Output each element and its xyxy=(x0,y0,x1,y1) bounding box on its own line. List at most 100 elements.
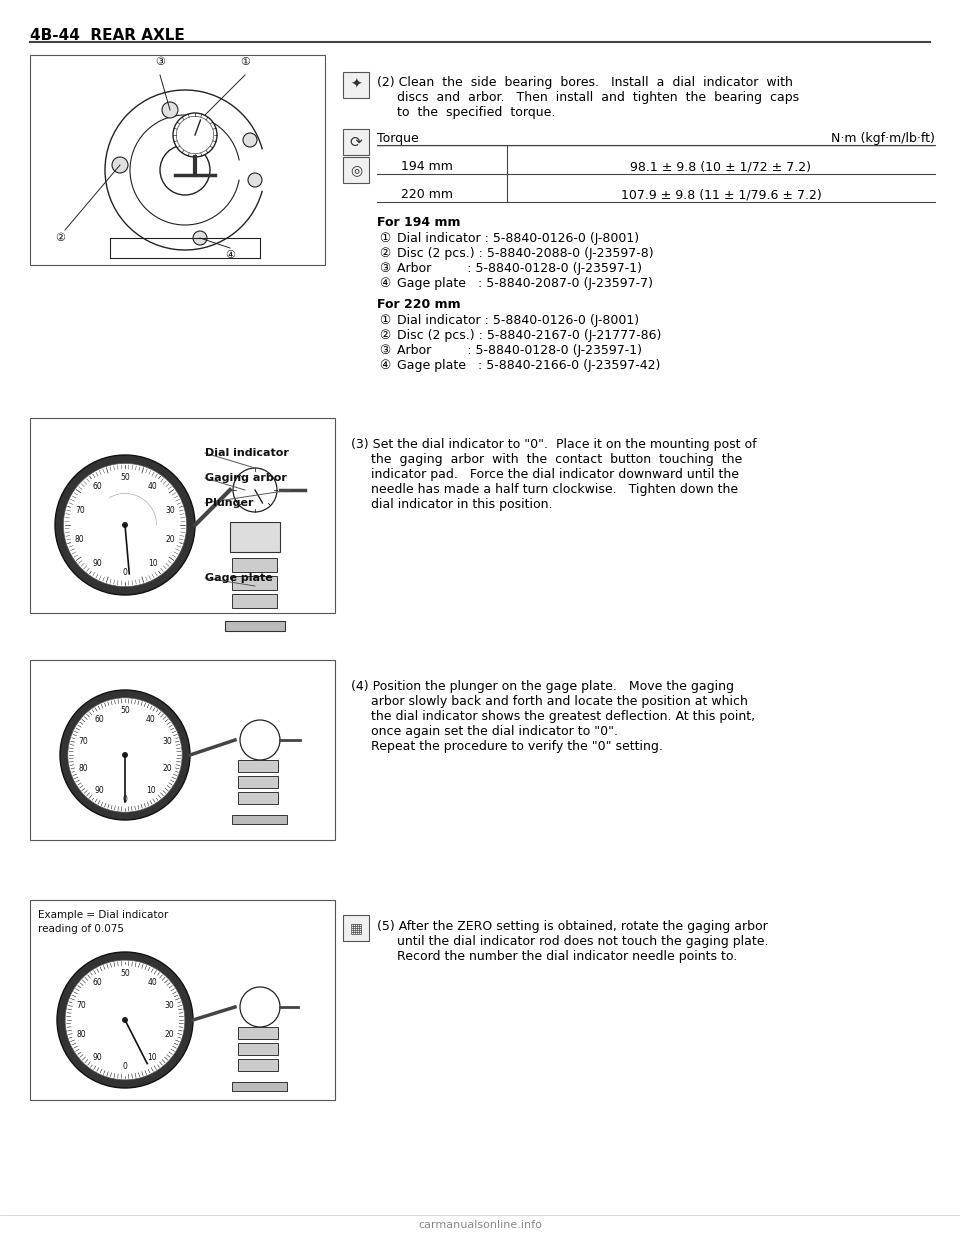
Text: 98.1 ± 9.8 (10 ± 1/72 ± 7.2): 98.1 ± 9.8 (10 ± 1/72 ± 7.2) xyxy=(631,160,811,173)
Circle shape xyxy=(173,113,217,156)
Bar xyxy=(232,594,277,609)
Text: Dial indicator : 5-8840-0126-0 (J-8001): Dial indicator : 5-8840-0126-0 (J-8001) xyxy=(393,232,639,245)
Text: 40: 40 xyxy=(148,482,157,491)
Text: (5) After the ZERO setting is obtained, rotate the gaging arbor: (5) After the ZERO setting is obtained, … xyxy=(377,920,768,933)
Bar xyxy=(238,760,278,773)
Bar xyxy=(238,776,278,787)
Bar xyxy=(230,522,280,551)
Bar xyxy=(343,915,369,941)
Bar xyxy=(232,815,287,823)
Text: Gage plate: Gage plate xyxy=(205,573,273,582)
Text: ④: ④ xyxy=(379,359,391,373)
Text: For 194 mm: For 194 mm xyxy=(377,216,461,229)
Text: 50: 50 xyxy=(120,707,130,715)
Text: Arbor         : 5-8840-0128-0 (J-23597-1): Arbor : 5-8840-0128-0 (J-23597-1) xyxy=(393,344,642,356)
Text: Gage plate   : 5-8840-2087-0 (J-23597-7): Gage plate : 5-8840-2087-0 (J-23597-7) xyxy=(393,277,653,289)
Text: For 220 mm: For 220 mm xyxy=(377,298,461,310)
Circle shape xyxy=(122,522,128,528)
Text: Disc (2 pcs.) : 5-8840-2088-0 (J-23597-8): Disc (2 pcs.) : 5-8840-2088-0 (J-23597-8… xyxy=(393,247,654,260)
Bar xyxy=(30,419,335,614)
Text: 70: 70 xyxy=(75,505,84,514)
Text: ②: ② xyxy=(379,247,391,260)
Text: ②: ② xyxy=(55,233,65,243)
Circle shape xyxy=(57,953,193,1088)
Bar xyxy=(238,1027,278,1040)
Bar xyxy=(238,1043,278,1054)
Text: arbor slowly back and forth and locate the position at which: arbor slowly back and forth and locate t… xyxy=(351,696,748,708)
Text: 0: 0 xyxy=(123,795,128,804)
Text: ②: ② xyxy=(379,329,391,342)
Text: ①: ① xyxy=(240,57,250,67)
Circle shape xyxy=(63,463,186,586)
Text: 90: 90 xyxy=(94,786,104,795)
Text: until the dial indicator rod does not touch the gaging plate.: until the dial indicator rod does not to… xyxy=(377,935,769,948)
Text: 20: 20 xyxy=(165,535,175,544)
Text: 20: 20 xyxy=(162,764,172,774)
Circle shape xyxy=(112,156,128,173)
Text: 70: 70 xyxy=(76,1001,85,1010)
Text: 4B-44  REAR AXLE: 4B-44 REAR AXLE xyxy=(30,29,184,43)
Bar xyxy=(238,1059,278,1071)
Text: reading of 0.075: reading of 0.075 xyxy=(38,924,124,934)
Text: 30: 30 xyxy=(165,505,175,514)
Text: (3) Set the dial indicator to "0".  Place it on the mounting post of: (3) Set the dial indicator to "0". Place… xyxy=(351,438,756,451)
Bar xyxy=(343,72,369,98)
Text: 60: 60 xyxy=(92,482,102,491)
Text: 0: 0 xyxy=(123,1062,128,1071)
Circle shape xyxy=(248,173,262,188)
Text: (2) Clean  the  side  bearing  bores.   Install  a  dial  indicator  with: (2) Clean the side bearing bores. Instal… xyxy=(377,76,793,89)
Text: ③: ③ xyxy=(155,57,165,67)
Text: ①: ① xyxy=(379,232,391,245)
Text: Dial indicator : 5-8840-0126-0 (J-8001): Dial indicator : 5-8840-0126-0 (J-8001) xyxy=(393,314,639,327)
Text: Gage plate   : 5-8840-2166-0 (J-23597-42): Gage plate : 5-8840-2166-0 (J-23597-42) xyxy=(393,359,660,373)
Text: 107.9 ± 9.8 (11 ± 1/79.6 ± 7.2): 107.9 ± 9.8 (11 ± 1/79.6 ± 7.2) xyxy=(620,188,822,201)
Circle shape xyxy=(233,468,277,512)
Text: 40: 40 xyxy=(147,979,157,987)
Text: 50: 50 xyxy=(120,969,130,979)
Circle shape xyxy=(193,231,207,245)
Circle shape xyxy=(60,691,190,820)
Text: Plunger: Plunger xyxy=(205,498,253,508)
Text: 80: 80 xyxy=(78,764,87,774)
Text: ③: ③ xyxy=(379,344,391,356)
Circle shape xyxy=(65,960,185,1079)
Text: Repeat the procedure to verify the "0" setting.: Repeat the procedure to verify the "0" s… xyxy=(351,740,662,753)
Text: 70: 70 xyxy=(78,737,87,746)
Bar xyxy=(232,1082,287,1090)
Text: once again set the dial indicator to "0".: once again set the dial indicator to "0"… xyxy=(351,725,618,738)
Text: 60: 60 xyxy=(94,714,104,724)
Bar xyxy=(232,576,277,590)
Text: indicator pad.   Force the dial indicator downward until the: indicator pad. Force the dial indicator … xyxy=(351,468,739,481)
Bar xyxy=(30,55,325,265)
Text: Gaging arbor: Gaging arbor xyxy=(205,473,287,483)
Text: 10: 10 xyxy=(146,786,156,795)
Text: ⟳: ⟳ xyxy=(349,134,362,149)
Text: 80: 80 xyxy=(76,1030,85,1038)
Text: (4) Position the plunger on the gage plate.   Move the gaging: (4) Position the plunger on the gage pla… xyxy=(351,681,734,693)
Text: ③: ③ xyxy=(379,262,391,274)
Text: 10: 10 xyxy=(148,559,157,568)
Circle shape xyxy=(240,720,280,760)
Bar xyxy=(232,558,277,573)
Text: the dial indicator shows the greatest deflection. At this point,: the dial indicator shows the greatest de… xyxy=(351,710,756,723)
Text: Record the number the dial indicator needle points to.: Record the number the dial indicator nee… xyxy=(377,950,737,963)
Text: ✦: ✦ xyxy=(350,78,362,92)
Circle shape xyxy=(162,102,178,118)
Text: 80: 80 xyxy=(75,535,84,544)
Text: Example = Dial indicator: Example = Dial indicator xyxy=(38,910,168,920)
Text: dial indicator in this position.: dial indicator in this position. xyxy=(351,498,553,510)
Text: 50: 50 xyxy=(120,473,130,482)
Text: Torque: Torque xyxy=(377,132,419,145)
Text: carmanualsonline.info: carmanualsonline.info xyxy=(418,1220,542,1230)
Text: Disc (2 pcs.) : 5-8840-2167-0 (J-21777-86): Disc (2 pcs.) : 5-8840-2167-0 (J-21777-8… xyxy=(393,329,661,342)
Text: 10: 10 xyxy=(148,1053,157,1062)
Text: discs  and  arbor.   Then  install  and  tighten  the  bearing  caps: discs and arbor. Then install and tighte… xyxy=(377,91,799,104)
Text: to  the  specified  torque.: to the specified torque. xyxy=(377,106,556,119)
Bar xyxy=(30,660,335,840)
Bar xyxy=(343,129,369,155)
Text: ◎: ◎ xyxy=(350,163,362,178)
Bar xyxy=(225,621,285,631)
Text: 220 mm: 220 mm xyxy=(401,188,453,201)
Circle shape xyxy=(55,455,195,595)
Text: 90: 90 xyxy=(93,1053,103,1062)
